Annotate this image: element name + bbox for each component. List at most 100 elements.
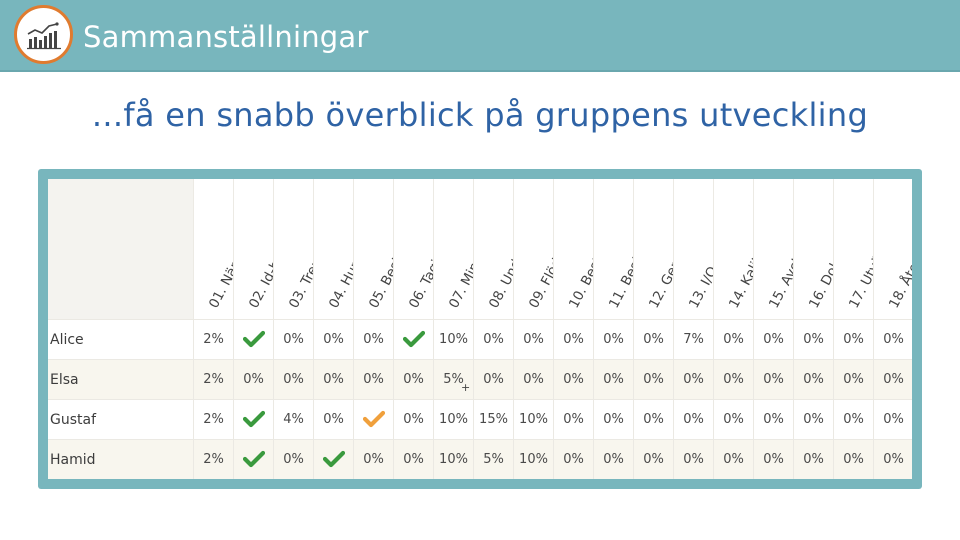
progress-cell[interactable]: 0% [553, 400, 593, 440]
progress-cell[interactable]: 5% + [433, 360, 473, 400]
progress-cell[interactable]: 0% [753, 400, 793, 440]
column-header[interactable]: 02. Id-handlingar inf... [233, 179, 330, 319]
progress-cell[interactable]: 0% [473, 320, 513, 360]
progress-cell[interactable]: 0% [313, 400, 353, 440]
progress-cell[interactable]: 0% [593, 360, 633, 400]
student-name[interactable]: Hamid [50, 452, 96, 468]
progress-cell[interactable]: 0% [353, 440, 393, 479]
column-header[interactable]: 14. Kalibrering av giv... [713, 179, 813, 319]
progress-cell[interactable]: 2% [193, 360, 233, 400]
column-header[interactable]: 18. Återk... [873, 179, 912, 319]
column-header[interactable]: 07. Mindre reparatio... [433, 179, 531, 319]
progress-cell[interactable]: 0% [793, 320, 833, 360]
progress-cell[interactable]: 0% [553, 360, 593, 400]
progress-cell[interactable]: 0% [353, 320, 393, 360]
progress-cell[interactable]: 0% [833, 400, 873, 440]
progress-cell[interactable]: 0% [793, 400, 833, 440]
progress-cell[interactable]: 0% [273, 320, 313, 360]
progress-cell[interactable]: 0% [593, 320, 633, 360]
progress-cell[interactable]: 10% [513, 400, 553, 440]
progress-cell[interactable]: 0% [753, 360, 793, 400]
progress-cell[interactable]: 0% [593, 400, 633, 440]
plus-icon[interactable]: + [461, 381, 471, 394]
progress-cell[interactable]: 10% [433, 400, 473, 440]
progress-cell[interactable]: 7% [673, 320, 713, 360]
progress-cell[interactable]: 0% [793, 440, 833, 479]
progress-cell[interactable]: 4% [273, 400, 313, 440]
column-header[interactable]: 13. I/O-provning [673, 179, 751, 319]
column-header[interactable]: 17. Utvärderat / funk... [833, 179, 912, 319]
progress-cell[interactable]: 0% [753, 320, 793, 360]
check-green-icon [243, 330, 265, 348]
progress-cell[interactable] [353, 400, 393, 440]
progress-cell[interactable]: 0% [633, 320, 673, 360]
progress-cell[interactable]: 0% [793, 360, 833, 400]
progress-cell[interactable]: 0% [873, 440, 912, 479]
progress-cell[interactable]: 0% [713, 320, 753, 360]
progress-cell[interactable] [233, 440, 273, 479]
progress-cell[interactable]: 2% [193, 320, 233, 360]
student-name[interactable]: Elsa [50, 372, 79, 388]
progress-cell[interactable]: 0% [873, 360, 912, 400]
progress-cell[interactable]: 0% [513, 360, 553, 400]
column-header[interactable]: 03. Trepartssamtal [273, 179, 359, 319]
progress-cell[interactable]: 0% [633, 400, 673, 440]
progress-cell[interactable]: 0% [273, 440, 313, 479]
progress-cell[interactable]: 0% [833, 320, 873, 360]
progress-cell[interactable]: 0% [313, 320, 353, 360]
column-header[interactable]: 12. Genomgång me... [633, 179, 729, 319]
progress-cell[interactable]: 0% [873, 400, 912, 440]
progress-cell[interactable]: 0% [633, 440, 673, 479]
progress-cell[interactable]: 0% [353, 360, 393, 400]
progress-cell[interactable]: 2% [193, 440, 233, 479]
progress-cell[interactable]: 0% [673, 360, 713, 400]
progress-cell[interactable]: 10% [433, 320, 473, 360]
progress-cell[interactable]: 0% [313, 360, 353, 400]
column-header[interactable]: 01. Närvaro/Frånvaro [193, 179, 287, 319]
student-name[interactable]: Alice [50, 332, 84, 348]
progress-cell[interactable]: 0% [513, 320, 553, 360]
progress-cell[interactable]: 0% [673, 400, 713, 440]
column-header[interactable]: 04. Hur gick din förs... [313, 179, 410, 319]
progress-cell[interactable]: 0% [393, 440, 433, 479]
progress-cell[interactable] [233, 320, 273, 360]
column-header[interactable]: 06. Tagit del av APL-... [393, 179, 490, 319]
progress-cell[interactable]: 10% [433, 440, 473, 479]
progress-cell[interactable]: 2% [193, 400, 233, 440]
progress-cell[interactable]: 0% [713, 400, 753, 440]
progress-cell[interactable]: 0% [753, 440, 793, 479]
progress-cell[interactable]: 0% [473, 360, 513, 400]
progress-cell[interactable]: 0% [673, 440, 713, 479]
column-header[interactable]: 16. Dokumentation [793, 179, 881, 319]
column-header[interactable]: 09. Flödesschema [513, 179, 597, 319]
column-header[interactable]: 05. Beskriv din APL-... [353, 179, 449, 319]
progress-cell[interactable]: 15% [473, 400, 513, 440]
progress-cell[interactable] [313, 440, 353, 479]
progress-cell[interactable]: 0% [833, 360, 873, 400]
column-header[interactable]: 15. Avcheckning vid ... [753, 179, 852, 319]
progress-cell[interactable]: 0% [593, 440, 633, 479]
column-header[interactable]: 08. Underhåll/larm... [473, 179, 565, 319]
progress-cell[interactable] [393, 320, 433, 360]
progress-value: 0% [763, 372, 784, 387]
progress-cell[interactable] [233, 400, 273, 440]
progress-cell[interactable]: 0% [713, 440, 753, 479]
progress-cell[interactable]: 0% [393, 360, 433, 400]
progress-cell[interactable]: 10% [513, 440, 553, 479]
column-header[interactable]: 11. Besök hos kund [593, 179, 682, 319]
progress-cell[interactable]: 0% [273, 360, 313, 400]
progress-cell[interactable]: 0% [833, 440, 873, 479]
progress-cell[interactable]: 0% [553, 320, 593, 360]
progress-cell[interactable]: 0% [713, 360, 753, 400]
progress-value: 0% [603, 372, 624, 387]
progress-value: 0% [243, 372, 264, 387]
progress-cell[interactable]: 0% [873, 320, 912, 360]
student-name[interactable]: Gustaf [50, 412, 97, 428]
progress-value: 0% [763, 332, 784, 347]
progress-cell[interactable]: 0% [393, 400, 433, 440]
progress-cell[interactable]: 0% [233, 360, 273, 400]
progress-cell[interactable]: 5% [473, 440, 513, 479]
column-header[interactable]: 10. Beställt material [553, 179, 644, 319]
progress-cell[interactable]: 0% [553, 440, 593, 479]
progress-cell[interactable]: 0% [633, 360, 673, 400]
